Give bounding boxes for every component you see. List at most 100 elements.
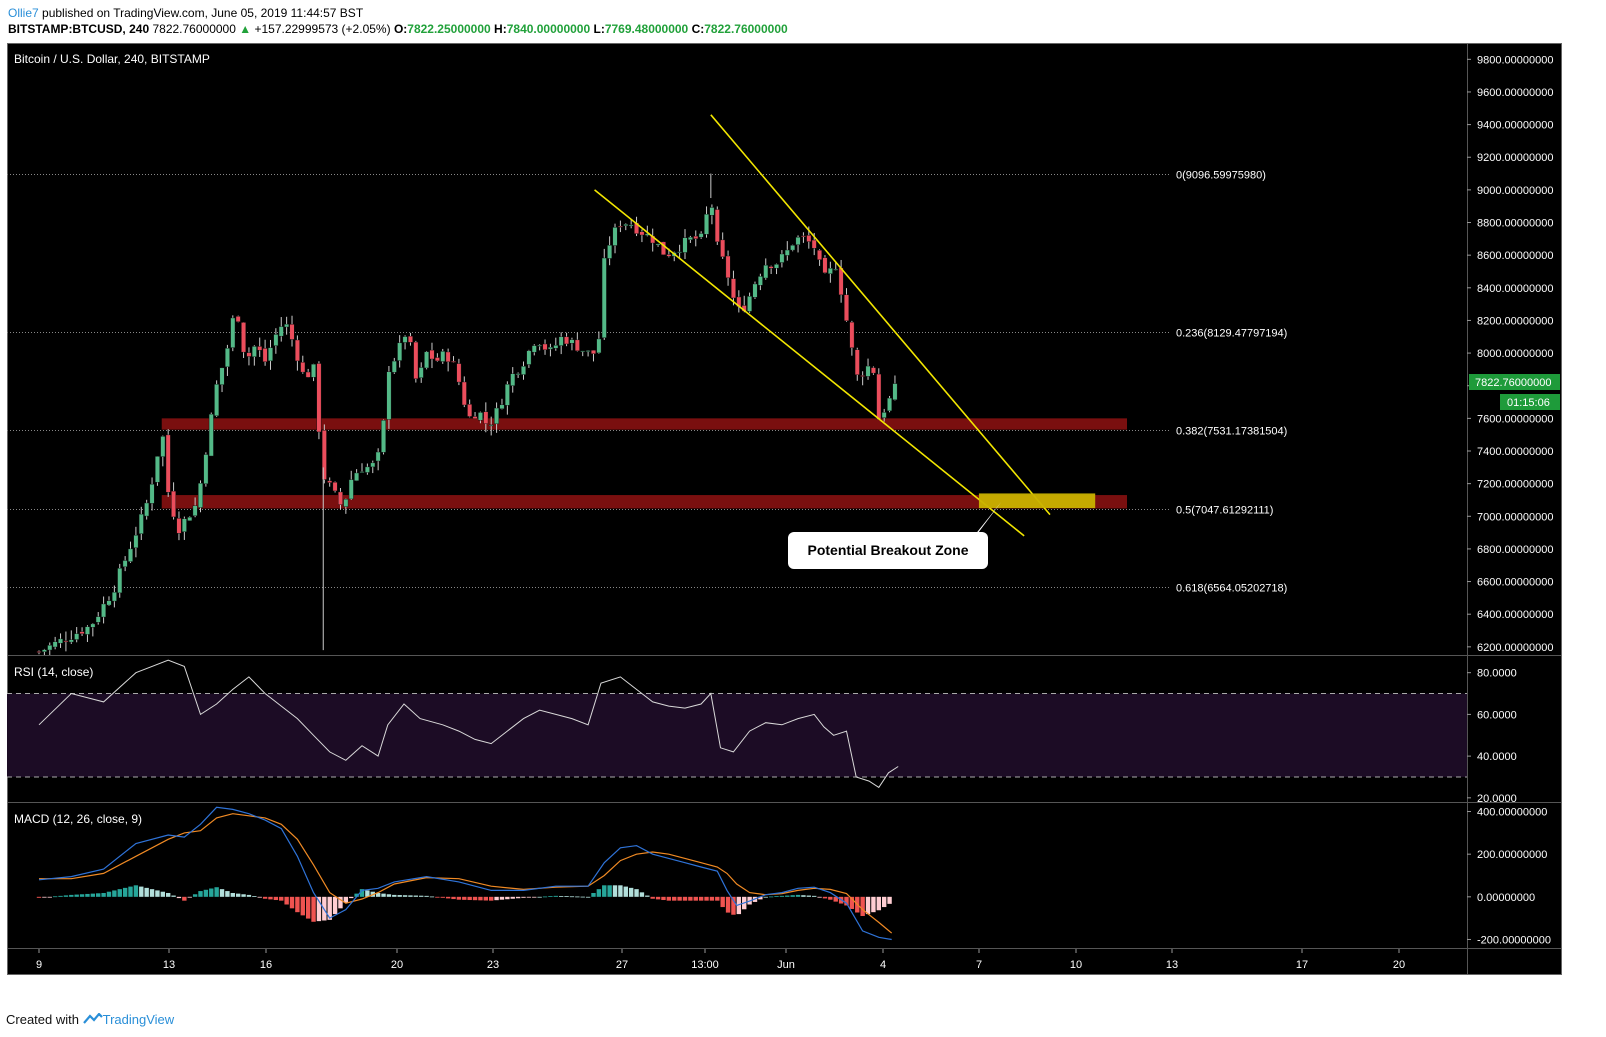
created-with-text: Created with — [6, 1012, 79, 1027]
macd-histogram-bar — [682, 896, 688, 901]
macd-histogram-bar — [526, 896, 532, 898]
upper-trendline — [710, 114, 1051, 516]
rsi-axis-label: 20.0000 — [1477, 793, 1517, 805]
macd-histogram-bar — [52, 896, 58, 898]
countdown-label: 01:15:06 — [1507, 397, 1550, 409]
candle-down — [693, 235, 699, 239]
macd-histogram-bar — [365, 890, 370, 897]
macd-signal-line — [39, 813, 893, 934]
candle-up — [41, 649, 47, 653]
macd-histogram-bar — [160, 891, 166, 897]
macd-histogram-bar — [354, 893, 359, 897]
candle-down — [36, 651, 42, 653]
price-axis-label: 6400.00000000 — [1477, 609, 1553, 621]
macd-histogram-bar — [655, 896, 661, 900]
candle-up — [251, 346, 257, 358]
candle-down — [817, 250, 822, 260]
macd-histogram-bar — [311, 896, 316, 922]
tradingview-brand[interactable]: TradingView — [102, 1012, 175, 1027]
macd-histogram-bar — [871, 896, 876, 913]
candle-up — [85, 626, 90, 635]
candle-down — [451, 361, 456, 363]
candle-up — [623, 224, 629, 226]
macd-histogram-bar — [639, 892, 645, 897]
candle-up — [747, 296, 753, 312]
price-pane — [7, 114, 1170, 655]
candle-down — [768, 266, 774, 269]
rsi-band — [7, 693, 1467, 777]
macd-histogram-bar — [440, 896, 445, 898]
candle-down — [246, 352, 252, 357]
candle-up — [311, 363, 316, 378]
candle-down — [564, 336, 569, 345]
macd-histogram-bar — [451, 896, 456, 900]
macd-histogram-bar — [628, 887, 634, 897]
fib-level-label: 0.236(8129.47797194) — [1176, 328, 1287, 340]
candle-up — [418, 367, 424, 378]
candle-down — [262, 348, 268, 362]
macd-histogram-bar — [58, 895, 63, 897]
candle-up — [677, 251, 683, 253]
rsi-axis-label: 40.0000 — [1477, 751, 1517, 763]
macd-histogram-bar — [575, 896, 580, 898]
time-axis-label: 17 — [1296, 959, 1308, 971]
macd-histogram-bar — [515, 896, 521, 899]
candle-down — [257, 346, 263, 351]
candle-up — [827, 268, 833, 274]
candle-down — [822, 257, 828, 274]
macd-histogram-bar — [731, 896, 736, 915]
close-label: C: — [691, 22, 705, 36]
candle-up — [122, 560, 128, 568]
macd-histogram-bar — [860, 896, 865, 917]
lower-trendline — [594, 189, 1025, 537]
candle-down — [811, 239, 817, 249]
candle-down — [289, 324, 295, 340]
candle-up — [181, 518, 187, 533]
time-axis-label: 13:00 — [691, 959, 719, 971]
candle-up — [440, 351, 446, 362]
macd-histogram-bar — [96, 893, 101, 897]
high-value: 7840.00000000 — [506, 22, 591, 36]
time-axis-label: 20 — [391, 959, 403, 971]
candle-up — [628, 224, 634, 227]
macd-histogram-bar — [618, 885, 623, 897]
price-axis-label: 8000.00000000 — [1477, 348, 1553, 360]
macd-histogram-bar — [316, 896, 322, 922]
open-label: O: — [393, 22, 408, 36]
macd-histogram-bar — [478, 896, 483, 901]
candle-up — [219, 367, 225, 385]
macd-histogram-bar — [300, 896, 305, 916]
macd-histogram-bar — [435, 896, 440, 898]
macd-histogram-bar — [209, 888, 214, 897]
macd-histogram-bar — [375, 892, 381, 897]
rsi-axis-label: 60.0000 — [1477, 709, 1517, 721]
candle-up — [881, 412, 887, 418]
low-value: 7769.48000000 — [604, 22, 689, 36]
author-link[interactable]: Ollie7 — [8, 6, 39, 20]
macd-histogram-bar — [408, 895, 413, 897]
candle-up — [607, 244, 613, 259]
price-axis-label: 9000.00000000 — [1477, 185, 1553, 197]
price-axis-label: 8800.00000000 — [1477, 218, 1553, 230]
close-value: 7822.76000000 — [704, 22, 788, 36]
macd-histogram-bar — [63, 895, 69, 897]
macd-histogram-bar — [402, 895, 408, 897]
macd-histogram-bar — [881, 896, 887, 908]
candle-down — [305, 371, 311, 378]
ohlc-line: BITSTAMP:BTCUSD, 240 7822.76000000 ▲ +15… — [8, 22, 788, 36]
macd-histogram-bar — [424, 895, 429, 897]
macd-histogram-bar — [252, 896, 257, 897]
candle-up — [402, 336, 408, 343]
candle-down — [731, 278, 736, 299]
high-label: H: — [494, 22, 507, 36]
candle-up — [359, 471, 365, 473]
candle-up — [381, 420, 386, 453]
fib-level-label: 0.5(7047.61292111) — [1176, 505, 1273, 517]
macd-histogram-bar — [602, 885, 607, 897]
macd-histogram-bar — [623, 886, 628, 897]
candle-down — [434, 357, 440, 362]
macd-histogram-bar — [801, 895, 806, 897]
candle-up — [494, 407, 499, 425]
candle-up — [208, 413, 214, 457]
